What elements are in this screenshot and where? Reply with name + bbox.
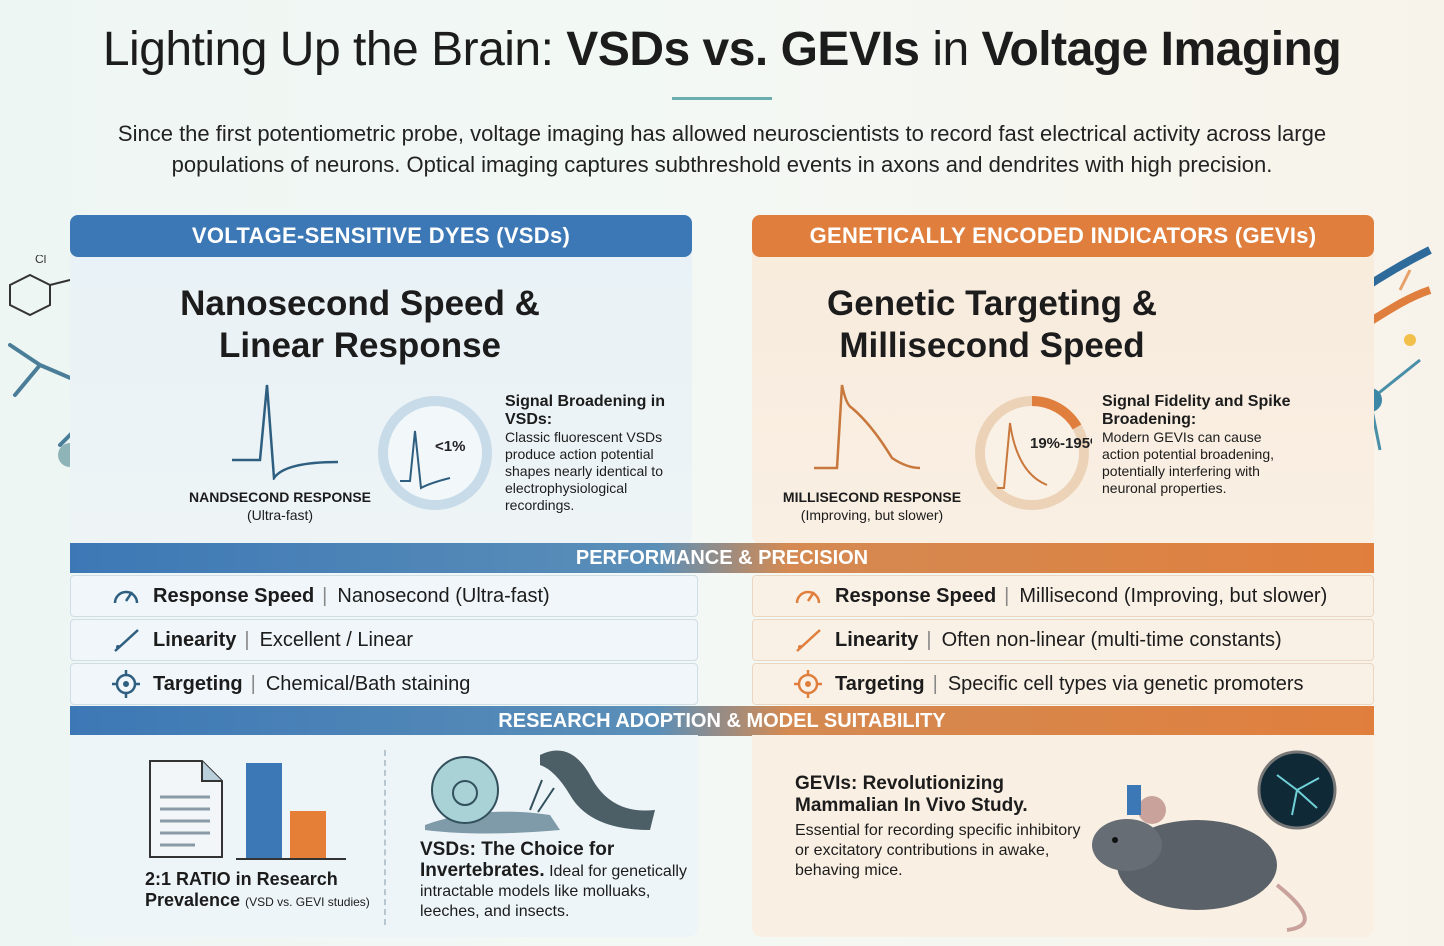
gevi-broadening-ring: 19%-195% (975, 396, 1092, 510)
invert-body: Ideal for genetically intractable models… (420, 863, 687, 920)
vsd-headline: Nanosecond Speed & Linear Response (180, 284, 540, 365)
ratio-title2: Prevalence (145, 890, 241, 910)
performance-row: Linearity | Often non-linear (multi-time c… (752, 619, 1374, 661)
row-separator: | (932, 672, 938, 695)
gevi-wave-title: MILLISECOND RESPONSE (782, 489, 962, 505)
row-value: Often non-linear (multi-time constants) (941, 628, 1282, 651)
speedometer-icon (111, 581, 141, 611)
row-label: Response Speed (835, 584, 997, 607)
vsd-panel: VOLTAGE-SENSITIVE DYES (VSDs) Nanosecond… (70, 215, 692, 545)
title-part: in (919, 23, 982, 76)
research-vsd-section: 2:1 RATIO in Research Prevalence (VSD vs.… (70, 735, 698, 937)
snail-leech-illustration-icon (425, 750, 655, 834)
gevi-ring-value: 19%-195% (1030, 435, 1092, 452)
mouse-illustration-icon (1092, 750, 1337, 932)
performance-row: Linearity | Excellent / Linear (70, 619, 698, 661)
ratio-chart (149, 760, 346, 860)
title-part: Voltage Imaging (981, 23, 1342, 76)
gevi-panel: GENETICALLY ENCODED INDICATORS (GEVIs) G… (752, 215, 1374, 545)
mammal-text: GEVIs: Revolutionizing Mammalian In Vivo… (795, 773, 1085, 881)
title-part: VSDs vs. GEVIs (566, 23, 920, 76)
row-separator: | (322, 584, 328, 607)
row-value: Millisecond (Improving, but slower) (1019, 584, 1328, 607)
vsd-side-title: Signal Broadening in VSDs: (505, 393, 666, 428)
row-label: Linearity (153, 628, 237, 651)
vsd-ring-value: <1% (435, 438, 465, 455)
row-label: Linearity (835, 628, 919, 651)
row-label: Targeting (835, 672, 925, 695)
linearity-icon (111, 625, 141, 655)
gevi-side-title: Signal Fidelity and Spike Broadening: (1102, 393, 1291, 428)
vsd-side-text: Signal Broadening in VSDs: Classic fluore… (505, 393, 685, 514)
gevi-headline: Genetic Targeting & Millisecond Speed (827, 284, 1157, 365)
linearity-icon (793, 625, 823, 655)
vsd-side-body: Classic fluorescent VSDs produce action … (505, 429, 663, 513)
mammal-body: Essential for recording specific inhibit… (795, 822, 1081, 879)
ratio-note: (VSD vs. GEVI studies) (245, 895, 370, 909)
ratio-title: 2:1 RATIO in Research (145, 869, 338, 889)
row-label: Response Speed (153, 584, 315, 607)
target-icon (111, 669, 141, 699)
row-separator: | (250, 672, 256, 695)
research-header: RESEARCH ADOPTION & MODEL SUITABILITY (70, 706, 1374, 736)
row-value: Excellent / Linear (259, 628, 413, 651)
fast-spike-waveform-icon (232, 384, 339, 480)
invert-title: VSDs: The Choice for Invertebrates. (420, 839, 615, 881)
research-gevi-section: GEVIs: Revolutionizing Mammalian In Vivo… (752, 735, 1374, 937)
gevi-wave-label: MILLISECOND RESPONSE (Improving, but slow… (772, 488, 972, 524)
row-value: Nanosecond (Ultra-fast) (337, 584, 550, 607)
mammal-title: GEVIs: Revolutionizing Mammalian In Vivo… (795, 773, 1028, 816)
gevi-bar (290, 811, 326, 859)
title-divider (672, 97, 772, 100)
performance-row: Targeting | Chemical/Bath staining (70, 663, 698, 705)
slow-spike-waveform-icon (814, 384, 921, 470)
title-part: Lighting Up the Brain: (102, 23, 567, 76)
performance-header: PERFORMANCE & PRECISION (70, 543, 1374, 573)
ratio-caption: 2:1 RATIO in Research Prevalence (VSD vs.… (145, 869, 370, 913)
vsd-header: VOLTAGE-SENSITIVE DYES (VSDs) (70, 215, 692, 257)
row-separator: | (1004, 584, 1010, 607)
gevi-side-body: Modern GEVIs can cause action potential … (1102, 429, 1275, 496)
vsd-wave-label: NANDSECOND RESPONSE (Ultra-fast) (180, 488, 380, 524)
row-value: Specific cell types via genetic promoter… (947, 672, 1304, 695)
row-label: Targeting (153, 672, 243, 695)
intro-text: Since the first potentiometric probe, vo… (117, 121, 1327, 177)
gevi-header: GENETICALLY ENCODED INDICATORS (GEVIs) (752, 215, 1374, 257)
vsd-wave-sub: (Ultra-fast) (246, 507, 314, 523)
gevi-wave-sub: (Improving, but slower) (800, 507, 944, 523)
molecule-label: Cl (35, 255, 46, 266)
section-divider (384, 750, 386, 925)
row-separator: | (244, 628, 250, 651)
gevi-side-text: Signal Fidelity and Spike Broadening: Mod… (1102, 393, 1292, 497)
row-separator: | (926, 628, 932, 651)
vsd-wave-title: NANDSECOND RESPONSE (188, 489, 372, 505)
vsd-bar (246, 763, 282, 859)
performance-row: Targeting | Specific cell types via geneti… (752, 663, 1374, 705)
page-title: Lighting Up the Brain: VSDs vs. GEVIs in… (0, 22, 1444, 77)
target-icon (793, 669, 823, 699)
speedometer-icon (793, 581, 823, 611)
performance-row: Response Speed | Millisecond (Improving, b… (752, 575, 1374, 617)
invertebrate-text: VSDs: The Choice for Invertebrates. Idea… (420, 840, 690, 922)
row-value: Chemical/Bath staining (265, 672, 471, 695)
vsd-broadening-ring: <1% (378, 396, 492, 510)
performance-row: Response Speed | Nanosecond (Ultra-fast) (70, 575, 698, 617)
